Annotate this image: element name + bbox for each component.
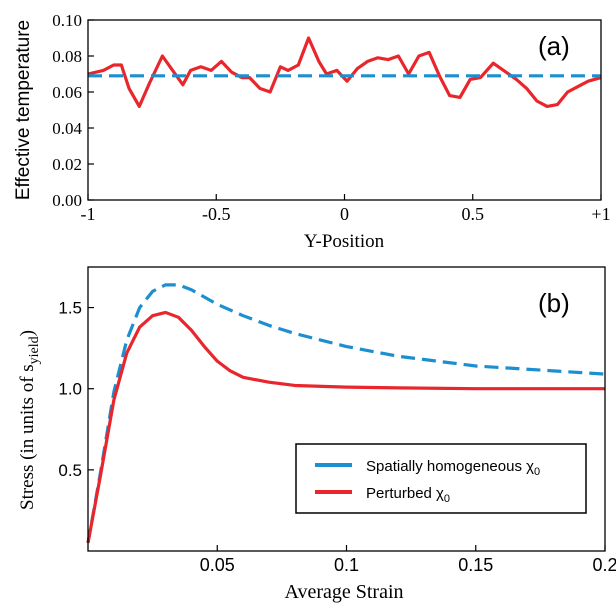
legend-box [295,443,587,514]
legend-homogeneous-sub: 0 [534,466,540,478]
panel-a-x-tick-label: 0.5 [462,204,485,224]
panel-a-x-tick-label: -1 [81,204,96,224]
panel-b-series [86,283,606,544]
legend-homogeneous-main: Spatially homogeneous χ [366,458,534,475]
y-label-close: ) [17,330,38,336]
panel-a-ticks [87,19,602,201]
panel-a-y-tick-label: 0.08 [52,47,82,66]
panel-b-y-tick-label: 0.5 [58,461,82,480]
panel-a-tick-labels: -1 -0.5 0 0.5 +1 0.00 0.02 0.04 0.06 0.08 0.10 [52,11,610,224]
panel-b-frame [87,266,606,552]
panel-a-x-tick-label: 0 [340,204,349,224]
panel-b-x-tick-label: 0.05 [200,555,235,575]
panel-a-y-tick-label: 0.04 [52,119,82,138]
y-label-main: Stress (in units of s [17,364,38,510]
panel-b-x-axis-label: Average Strain [284,581,403,603]
legend-perturbed-sub: 0 [444,493,450,505]
panel-a-series [87,36,602,108]
legend: Spatially homogeneous χ0 Perturbed χ0 [295,443,587,514]
panel-b-x-tick-label: 0.1 [334,555,359,575]
panel-a-y-tick-label: 0.02 [52,155,82,174]
panel-b-x-tick-label: 0.2 [592,555,616,575]
panel-a-y-tick-label: 0.06 [52,83,82,102]
panel-b-y-axis-label: Stress (in units of syield) [17,330,42,510]
panel-b-label: (b) [538,288,570,318]
panel-a-y-tick-label: 0.10 [52,11,82,30]
legend-perturbed-main: Perturbed χ [366,485,444,502]
panel-b-ticks [88,306,606,551]
panel-b-y-tick-label: 1.5 [58,299,82,318]
legend-label-homogeneous: Spatially homogeneous χ0 [366,458,540,478]
panel-a-series-solid-line [87,36,602,108]
panel-b-series-solid-line [86,310,605,544]
panel-b-tick-labels: 0.05 0.1 0.15 0.2 0.5 1.0 1.5 [58,299,616,575]
y-label-sub: yield [27,336,42,364]
panel-a-x-tick-label: +1 [591,204,610,224]
panel-a-x-tick-label: -0.5 [202,204,231,224]
legend-label-perturbed: Perturbed χ0 [366,485,450,505]
panel-a-label: (a) [538,31,570,61]
panel-b-y-tick-label: 1.0 [58,380,82,399]
panel-b-x-tick-label: 0.15 [458,555,493,575]
panel-a-frame [87,19,602,201]
panel-b: 0.05 0.1 0.15 0.2 0.5 1.0 1.5 (b) Average Stra… [17,266,616,603]
panel-a-y-axis-label: Effective temperature [13,20,34,200]
panel-a: -1 -0.5 0 0.5 +1 0.00 0.02 0.04 0.06 0.08 0.10 (a)… [13,11,611,252]
panel-a-y-tick-label: 0.00 [52,191,82,210]
panel-a-x-axis-label: Y-Position [304,231,385,252]
panel-b-series-dashed-line [86,283,606,544]
